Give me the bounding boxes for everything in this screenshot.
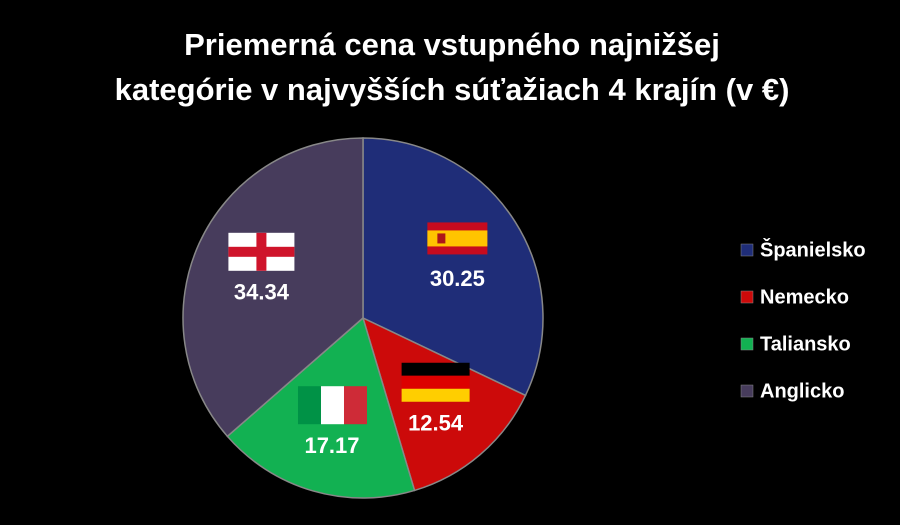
- flag: [401, 362, 470, 376]
- legend-label: Španielsko: [760, 237, 866, 261]
- legend-label: Taliansko: [760, 333, 851, 355]
- legend-swatch: [740, 243, 754, 257]
- pie-slice: [361, 316, 527, 492]
- legend-swatch: [740, 290, 754, 304]
- flag: [401, 375, 470, 389]
- chart-title: Priemerná cena vstupného najnižšej: [184, 27, 720, 62]
- pie-slice: [182, 137, 364, 438]
- flag: [343, 386, 367, 425]
- legend-swatch: [740, 337, 754, 351]
- data-label: 17.17: [304, 433, 359, 458]
- chart-title: kategórie v najvyšších súťažiach 4 krají…: [115, 72, 790, 107]
- legend-label: Anglicko: [760, 380, 844, 402]
- flag: [437, 233, 446, 244]
- data-label: 34.34: [234, 280, 290, 305]
- data-label: 30.25: [430, 266, 485, 291]
- flag: [228, 246, 295, 257]
- pie-slice: [362, 137, 544, 397]
- flag: [297, 386, 321, 425]
- legend-label: Nemecko: [760, 286, 849, 308]
- data-label: 12.54: [408, 411, 464, 436]
- flag: [401, 388, 470, 402]
- flag: [320, 386, 344, 425]
- flag: [427, 230, 488, 247]
- legend-swatch: [740, 384, 754, 398]
